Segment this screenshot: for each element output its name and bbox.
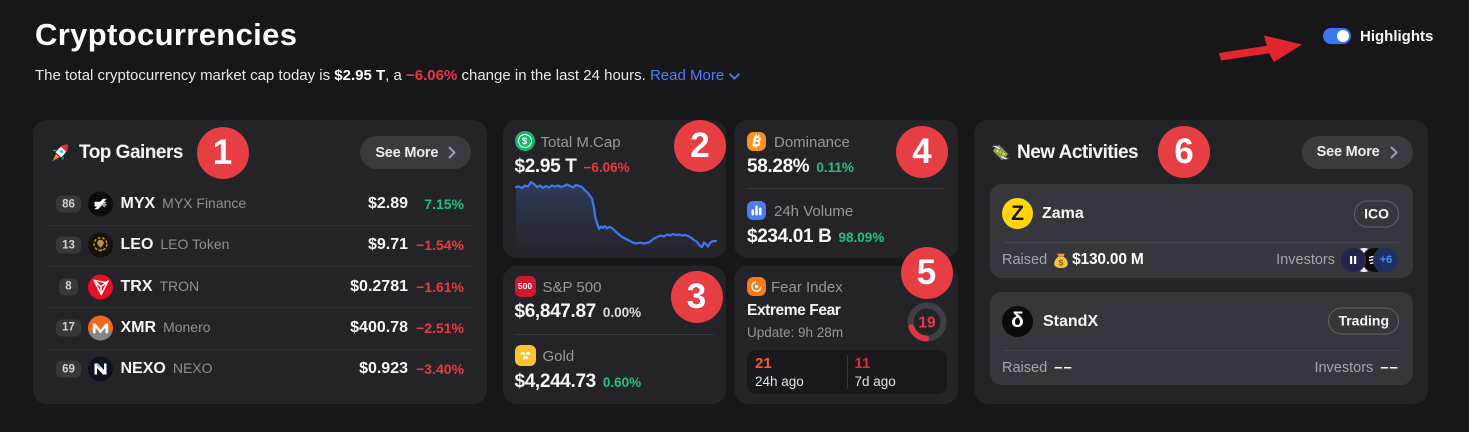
svg-text:$: $ <box>1059 257 1064 267</box>
svg-text:19: 19 <box>918 314 936 331</box>
